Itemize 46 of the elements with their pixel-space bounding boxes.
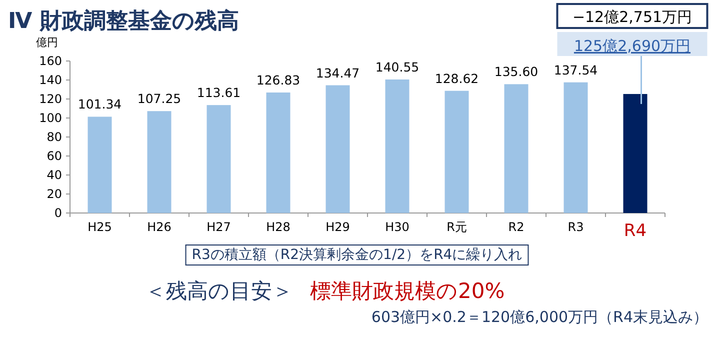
bar — [88, 116, 112, 213]
text: R3の積立額（R2決算剰余金の1/2）をR4に繰り入れ — [192, 247, 522, 263]
y-tick-label: 0 — [54, 206, 62, 220]
x-tick-label: H26 — [147, 220, 172, 234]
bar — [564, 82, 588, 213]
y-tick-label: 140 — [39, 73, 62, 87]
data-label: 128.62 — [434, 70, 479, 86]
data-label: 135.60 — [494, 64, 538, 80]
x-tick-label: H29 — [326, 220, 350, 234]
y-tick-label: 160 — [39, 54, 62, 68]
bar — [623, 94, 648, 213]
data-label: 126.83 — [256, 72, 300, 88]
y-tick-label: 20 — [46, 187, 62, 201]
x-tick-label: H28 — [266, 220, 290, 234]
bar — [326, 85, 350, 213]
bar — [444, 90, 469, 213]
x-tick-label: H27 — [206, 220, 231, 234]
x-tick-label: R4 — [624, 221, 647, 241]
y-tick-label: 80 — [46, 130, 62, 144]
bar — [385, 79, 410, 213]
y-tick-label: 60 — [46, 149, 62, 163]
bar — [147, 111, 172, 213]
y-axis-title: 億円 — [36, 36, 58, 49]
data-label: 107.25 — [137, 91, 182, 106]
data-label: 137.54 — [554, 62, 598, 78]
x-tick-label: R2 — [508, 220, 524, 234]
x-tick-label: H30 — [385, 220, 410, 234]
data-label: 125億2,690万円 — [574, 37, 691, 55]
text: 603億円×0.2＝120億6,000万円（R4末見込み） — [371, 308, 708, 326]
data-label: 134.47 — [316, 65, 360, 80]
bar — [206, 105, 231, 213]
x-tick-label: R元 — [446, 220, 467, 234]
x-tick-label: H25 — [88, 220, 112, 234]
bar — [504, 84, 528, 213]
y-tick-label: 100 — [39, 111, 62, 125]
data-label: 113.61 — [196, 85, 241, 100]
x-tick-label: R3 — [568, 220, 584, 234]
text: 標準財政規模の20% — [310, 279, 505, 303]
bar — [266, 92, 290, 213]
text: −12億2,751万円 — [572, 8, 692, 26]
data-label: 140.55 — [375, 59, 420, 74]
y-tick-label: 120 — [39, 92, 62, 106]
y-tick-label: 40 — [46, 168, 62, 182]
data-label: 101.34 — [78, 96, 122, 112]
chart-title: Ⅳ 財政調整基金の残高 — [8, 8, 239, 34]
text: ＜残高の目安＞ — [145, 279, 293, 303]
